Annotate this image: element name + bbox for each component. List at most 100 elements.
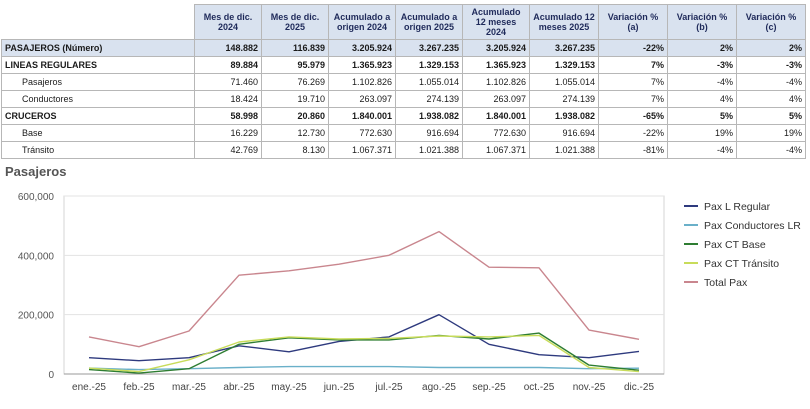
statistics-table: Mes de dic. 2024 Mes de dic. 2025 Acumul… (1, 4, 806, 159)
table-cell: 1.021.388 (529, 141, 599, 159)
table-cell: 1.840.001 (328, 107, 396, 125)
table-cell: 4% (667, 90, 737, 108)
table-cell: -4% (736, 141, 806, 159)
table-cell: 1.055.014 (529, 73, 599, 91)
header-corner (1, 4, 195, 40)
column-header: Variación % (c) (736, 4, 806, 40)
row-label: Pasajeros (1, 73, 195, 91)
legend-label: Pax CT Tránsito (704, 258, 779, 270)
x-tick-label: ago.-25 (422, 382, 456, 393)
column-header: Mes de dic. 2024 (194, 4, 262, 40)
table-cell: 19.710 (261, 90, 329, 108)
x-tick-label: dic.-25 (624, 382, 654, 393)
table-cell: 1.329.153 (529, 56, 599, 74)
row-label: Base (1, 124, 195, 142)
chart-title: Pasajeros (5, 164, 67, 179)
table-row: LINEAS REGULARES 89.884 95.979 1.365.923 1.3… (1, 56, 806, 74)
y-tick-label: 0 (48, 370, 54, 381)
table-row: Conductores 18.424 19.710 263.097 274.139 263… (1, 90, 806, 108)
row-label: Conductores (1, 90, 195, 108)
table-cell: 1.840.001 (462, 107, 530, 125)
table-cell: 3.205.924 (328, 39, 396, 57)
column-header: Acumulado 12 meses 2024 (462, 4, 530, 40)
table-cell: -4% (736, 73, 806, 91)
table-cell: 3.267.235 (395, 39, 463, 57)
table-cell: 1.102.826 (462, 73, 530, 91)
table-row: Pasajeros 71.460 76.269 1.102.826 1.055.014 1… (1, 73, 806, 91)
table-cell: -22% (598, 39, 668, 57)
table-cell: 1.055.014 (395, 73, 463, 91)
table-cell: 2% (667, 39, 737, 57)
table-cell: 1.067.371 (328, 141, 396, 159)
table-row: PASAJEROS (Número) 148.882 116.839 3.205.92… (1, 39, 806, 57)
row-label: Tránsito (1, 141, 195, 159)
column-header: Acumulado a origen 2025 (395, 4, 463, 40)
column-header: Mes de dic. 2025 (261, 4, 329, 40)
table-row: Tránsito 42.769 8.130 1.067.371 1.021.388 1.0… (1, 141, 806, 159)
table-cell: 116.839 (261, 39, 329, 57)
column-header: Variación % (b) (667, 4, 737, 40)
table-cell: 1.021.388 (395, 141, 463, 159)
table-cell: 4% (736, 90, 806, 108)
table-cell: 20.860 (261, 107, 329, 125)
table-cell: -4% (667, 141, 737, 159)
line-chart: 0 200,000 400,000 600,000 ene.-25 feb.-25 mar.… (18, 192, 801, 393)
table-cell: -4% (667, 73, 737, 91)
series-line-0 (88, 313, 640, 362)
x-tick-label: oct.-25 (524, 382, 555, 393)
table-cell: 1.938.082 (529, 107, 599, 125)
table-cell: 1.102.826 (328, 73, 396, 91)
table-cell: 3.205.924 (462, 39, 530, 57)
table-cell: -3% (667, 56, 737, 74)
row-label: LINEAS REGULARES (1, 56, 195, 74)
x-tick-label: jun.-25 (323, 382, 355, 393)
table-cell: 274.139 (395, 90, 463, 108)
table-cell: 916.694 (529, 124, 599, 142)
x-tick-label: nov.-25 (573, 382, 606, 393)
table-cell: 7% (598, 73, 668, 91)
series-line-3 (88, 334, 640, 373)
legend-label: Pax L Regular (704, 201, 771, 213)
table-cell: 19% (736, 124, 806, 142)
table-cell: 148.882 (194, 39, 262, 57)
table-cell: 1.365.923 (328, 56, 396, 74)
table-cell: 263.097 (462, 90, 530, 108)
table-cell: 274.139 (529, 90, 599, 108)
table-cell: 58.998 (194, 107, 262, 125)
x-tick-label: may.-25 (271, 382, 307, 393)
x-tick-label: sep.-25 (472, 382, 506, 393)
table-cell: 916.694 (395, 124, 463, 142)
table-cell: 1.938.082 (395, 107, 463, 125)
table-cell: 95.979 (261, 56, 329, 74)
x-tick-label: feb.-25 (123, 382, 155, 393)
table-cell: 7% (598, 90, 668, 108)
table-cell: 42.769 (194, 141, 262, 159)
table-cell: -3% (736, 56, 806, 74)
x-tick-label: jul.-25 (374, 382, 403, 393)
table-cell: -22% (598, 124, 668, 142)
x-tick-label: abr.-25 (223, 382, 255, 393)
table-cell: 71.460 (194, 73, 262, 91)
row-label: CRUCEROS (1, 107, 195, 125)
table-row: Base 16.229 12.730 772.630 916.694 772.630 916… (1, 124, 806, 142)
table-cell: 89.884 (194, 56, 262, 74)
series-line-4 (88, 230, 640, 348)
table-cell: 772.630 (328, 124, 396, 142)
table-cell: 7% (598, 56, 668, 74)
table-cell: 3.267.235 (529, 39, 599, 57)
plot-area-frame (63, 195, 665, 375)
series-line-1 (88, 365, 640, 371)
column-header: Variación % (a) (598, 4, 668, 40)
table-header-row: Mes de dic. 2024 Mes de dic. 2025 Acumul… (1, 4, 806, 40)
legend-label: Total Pax (704, 277, 748, 289)
table-cell: 772.630 (462, 124, 530, 142)
row-label: PASAJEROS (Número) (1, 39, 195, 57)
table-cell: 16.229 (194, 124, 262, 142)
table-cell: 263.097 (328, 90, 396, 108)
table-cell: 76.269 (261, 73, 329, 91)
series-line-2 (88, 332, 640, 374)
y-tick-label: 400,000 (18, 251, 55, 262)
table-cell: 8.130 (261, 141, 329, 159)
table-cell: 19% (667, 124, 737, 142)
table-cell: -81% (598, 141, 668, 159)
